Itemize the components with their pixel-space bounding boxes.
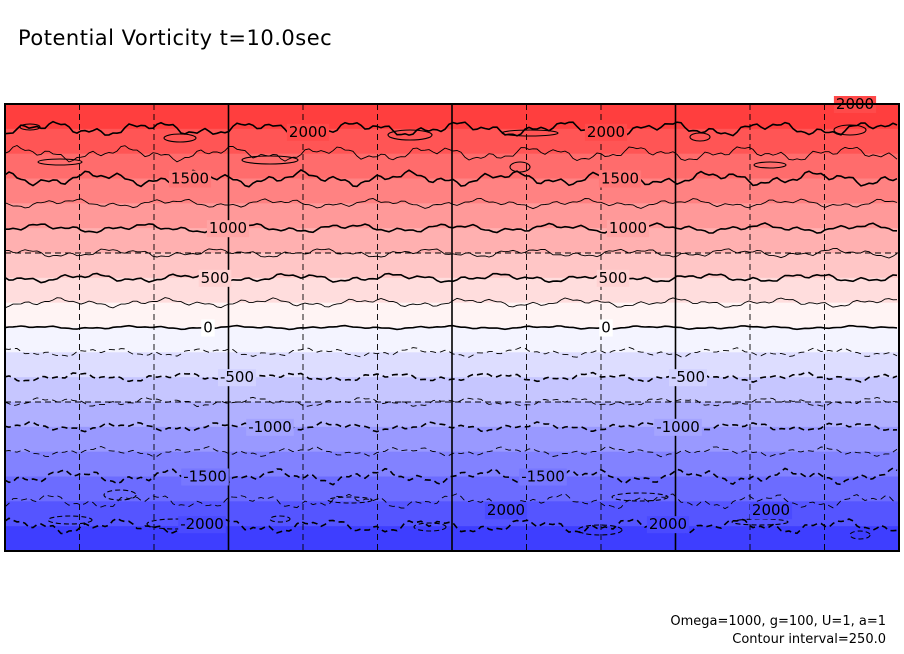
- contour-blob: [413, 522, 447, 532]
- contour-blob: [163, 133, 197, 143]
- contour-label-bg: [286, 123, 330, 141]
- contour-1500: [5, 169, 898, 188]
- contour-blob: [753, 161, 787, 169]
- contour-label: 2000: [487, 501, 525, 519]
- contour-interval-note: Contour interval=250.0: [732, 632, 886, 647]
- contour-blob: [19, 123, 41, 131]
- contour-label-bg: [646, 516, 690, 534]
- contour-label: 2000: [649, 515, 687, 533]
- contour-label: -500: [671, 368, 705, 386]
- contour-label-bg: [596, 269, 630, 287]
- contour-label: -1000: [656, 418, 700, 436]
- contour-blob: [577, 524, 623, 536]
- contour-label: 0: [601, 319, 611, 337]
- contour--750: [5, 396, 898, 408]
- contour-label: 1500: [601, 170, 639, 188]
- contour-blob: [501, 129, 559, 137]
- contour-blob: [103, 489, 137, 501]
- contour-1250: [5, 197, 898, 210]
- contour-label: 500: [201, 269, 230, 287]
- contour-label-bg: [519, 468, 567, 486]
- contour--500: [5, 371, 898, 383]
- contour-blob: [689, 132, 711, 142]
- contour-blob: [241, 155, 299, 165]
- chart-title: Potential Vorticity t=10.0sec: [18, 26, 333, 50]
- contour-label: -500: [220, 368, 254, 386]
- contour-blob: [47, 515, 93, 525]
- contour-blob: [269, 515, 291, 523]
- contour-label-bg: [606, 220, 650, 238]
- contour-500: [5, 272, 898, 284]
- contour-blob: [731, 518, 789, 526]
- contour-blob: [327, 496, 373, 504]
- contour-label: 2000: [752, 501, 790, 519]
- model-parameters: Omega=1000, g=100, U=1, a=1: [670, 614, 886, 629]
- contour-blob: [833, 124, 867, 136]
- contour-label: 2000: [289, 123, 327, 141]
- contour-blob: [509, 161, 531, 173]
- contour-label-bg: [654, 418, 702, 436]
- contour-label: 1500: [171, 170, 209, 188]
- contour-label-bg: [181, 468, 229, 486]
- contour--250: [5, 346, 898, 358]
- contour-labels: 2000 2000 2000 1500 1500 1000 1000 500 500 0 0 -500…: [168, 95, 877, 534]
- contour-label-bg: [598, 170, 642, 188]
- contour-label-bg: [178, 516, 226, 534]
- contour-blob: [387, 129, 433, 141]
- contour-label-bg: [201, 319, 215, 337]
- contour-label-bg: [168, 170, 212, 188]
- contour-label-bg: [584, 123, 628, 141]
- contour-label: 2000: [587, 123, 625, 141]
- contour-1750: [5, 144, 898, 163]
- contour-label: -1500: [183, 468, 227, 486]
- contour-label-bg: [206, 220, 250, 238]
- contour-label: -1500: [521, 468, 565, 486]
- contour-label-bg: [246, 418, 294, 436]
- contour-blob: [611, 492, 669, 502]
- contour-label-bg: [749, 502, 793, 520]
- contour-blob: [849, 530, 871, 540]
- contour-blob: [37, 158, 83, 166]
- plot-frame: [4, 103, 900, 552]
- contour--1000: [5, 421, 898, 433]
- contour--1250: [5, 446, 898, 458]
- contour-label-bg: [599, 319, 613, 337]
- contour-label: 1000: [609, 219, 647, 237]
- contour-label-bg: [218, 369, 256, 387]
- contour-label-bg: [484, 502, 528, 520]
- contour-label: -2000: [180, 515, 224, 533]
- contour-label: -1000: [248, 418, 292, 436]
- contour-label: 1000: [209, 219, 247, 237]
- contour--1500: [5, 467, 898, 486]
- contour-250: [5, 297, 898, 309]
- contour-label-bg: [198, 269, 232, 287]
- contour-label: 0: [203, 319, 213, 337]
- contour-label-bg: [669, 369, 707, 387]
- contour-label: 500: [599, 269, 628, 287]
